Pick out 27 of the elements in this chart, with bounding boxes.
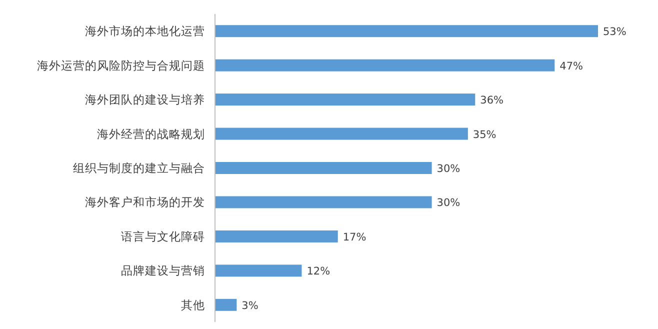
bar (215, 196, 432, 208)
data-label: 30% (436, 163, 460, 175)
bar (215, 25, 598, 38)
y-tick-label: 海外经营的战略规划 (97, 126, 205, 141)
y-tick-label: 其他 (181, 298, 205, 312)
bar (215, 94, 476, 106)
y-tick-label: 品牌建设与营销 (121, 264, 205, 278)
bar (215, 128, 468, 140)
data-label: 17% (342, 231, 366, 244)
bar (215, 162, 432, 174)
bar (215, 264, 302, 277)
y-tick-label: 海外市场的本地化运营 (85, 24, 205, 38)
data-label: 47% (560, 60, 583, 72)
data-label: 53% (603, 26, 626, 38)
y-tick-label: 海外运营的风险防控与合规问题 (37, 58, 205, 72)
data-label: 3% (242, 300, 258, 312)
y-tick-label: 组织与制度的建立与融合 (73, 161, 205, 175)
bar (215, 230, 338, 242)
data-label: 12% (306, 266, 330, 278)
y-tick-label: 海外团队的建设与培养 (85, 92, 205, 107)
data-label: 35% (472, 128, 496, 141)
data-label: 30% (436, 197, 460, 210)
bar (215, 59, 555, 72)
y-tick-label: 语言与文化障碍 (121, 229, 205, 244)
data-label: 36% (480, 94, 504, 107)
y-tick-label: 海外客户和市场的开发 (85, 195, 205, 210)
bar (215, 298, 237, 311)
